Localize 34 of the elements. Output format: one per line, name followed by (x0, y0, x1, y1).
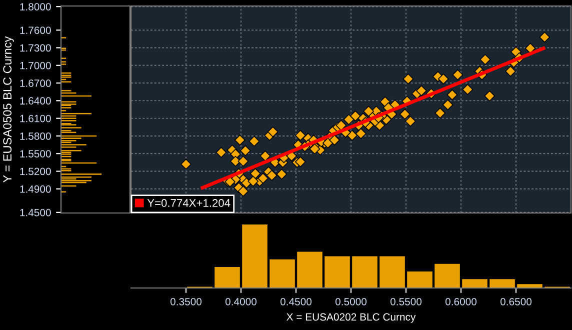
y-tick-label: 1.7000 (20, 62, 51, 70)
bar (462, 279, 488, 288)
y-tick-label: 1.5800 (20, 132, 51, 140)
bar (490, 279, 515, 288)
bar (324, 256, 350, 288)
x-tick-label: 0.4500 (280, 298, 312, 306)
bar (270, 259, 295, 288)
y-tick-label: 1.4900 (20, 185, 51, 193)
x-tick-label: 0.4000 (225, 298, 257, 306)
x-tick-label: 0.6000 (445, 298, 477, 306)
bar (517, 284, 542, 288)
x-tick-label: 0.5000 (335, 298, 367, 306)
y-tick-label: 1.6100 (20, 114, 51, 122)
y-tick-label: 1.6400 (20, 97, 51, 105)
y-axis-title: Y = EUSA0505 BLC Curncy (3, 36, 14, 182)
x-tick-label: 0.5500 (390, 298, 422, 306)
x-axis-title: X = EUSA0202 BLC Curncy (286, 313, 416, 323)
y-tick-label: 1.5200 (20, 168, 51, 176)
y-tick-label: 1.6700 (20, 80, 51, 87)
y-tick-label: 1.7600 (20, 26, 51, 34)
bar (380, 256, 405, 288)
y-tick-label: 1.8000 (20, 3, 51, 10)
y-tick-label: 1.7300 (20, 44, 51, 52)
x-tick-label: 0.3500 (170, 298, 202, 306)
y-tick-label: 1.5500 (20, 150, 51, 158)
bar (214, 267, 240, 288)
x-tick-label: 0.6500 (500, 298, 532, 306)
bar (434, 264, 460, 288)
legend-label: Y=0.774X+1.204 (147, 199, 230, 207)
bar (242, 224, 268, 288)
bar (407, 271, 432, 288)
y-tick-label: 1.4500 (20, 208, 51, 216)
bar (352, 256, 378, 288)
bar (297, 252, 322, 288)
